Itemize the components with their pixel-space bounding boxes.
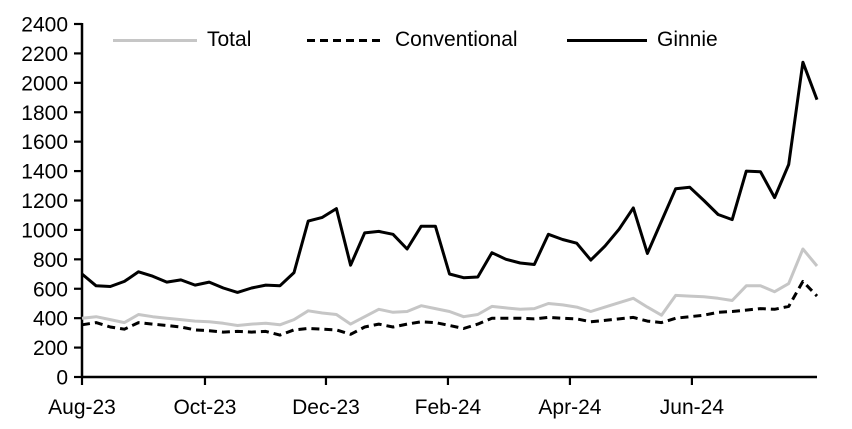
legend-item-conventional: Conventional bbox=[307, 28, 518, 52]
svg-text:400: 400 bbox=[33, 308, 68, 331]
svg-text:Apr-24: Apr-24 bbox=[538, 396, 601, 419]
legend: Total Conventional Ginnie bbox=[0, 0, 852, 56]
svg-text:1400: 1400 bbox=[21, 161, 68, 184]
svg-text:Aug-23: Aug-23 bbox=[48, 396, 116, 419]
legend-label-total: Total bbox=[207, 28, 252, 51]
legend-label-ginnie: Ginnie bbox=[657, 28, 718, 51]
svg-text:1600: 1600 bbox=[21, 131, 68, 154]
legend-label-conventional: Conventional bbox=[395, 28, 518, 51]
legend-item-ginnie: Ginnie bbox=[567, 28, 718, 52]
svg-text:2400: 2400 bbox=[21, 14, 68, 37]
legend-item-total: Total bbox=[113, 28, 251, 52]
svg-text:1800: 1800 bbox=[21, 102, 68, 125]
svg-text:Dec-23: Dec-23 bbox=[292, 396, 360, 419]
svg-text:600: 600 bbox=[33, 278, 68, 301]
total-line-swatch bbox=[113, 38, 197, 42]
svg-text:Feb-24: Feb-24 bbox=[415, 396, 482, 419]
svg-text:1200: 1200 bbox=[21, 190, 68, 213]
svg-text:Jun-24: Jun-24 bbox=[660, 396, 725, 419]
ginnie-line-swatch bbox=[567, 38, 647, 42]
svg-text:2200: 2200 bbox=[21, 43, 68, 66]
svg-text:200: 200 bbox=[33, 337, 68, 360]
svg-text:Oct-23: Oct-23 bbox=[173, 396, 236, 419]
svg-text:1000: 1000 bbox=[21, 219, 68, 242]
svg-text:2000: 2000 bbox=[21, 72, 68, 95]
conventional-line-swatch bbox=[307, 38, 385, 42]
svg-text:0: 0 bbox=[56, 367, 68, 390]
svg-text:800: 800 bbox=[33, 249, 68, 272]
